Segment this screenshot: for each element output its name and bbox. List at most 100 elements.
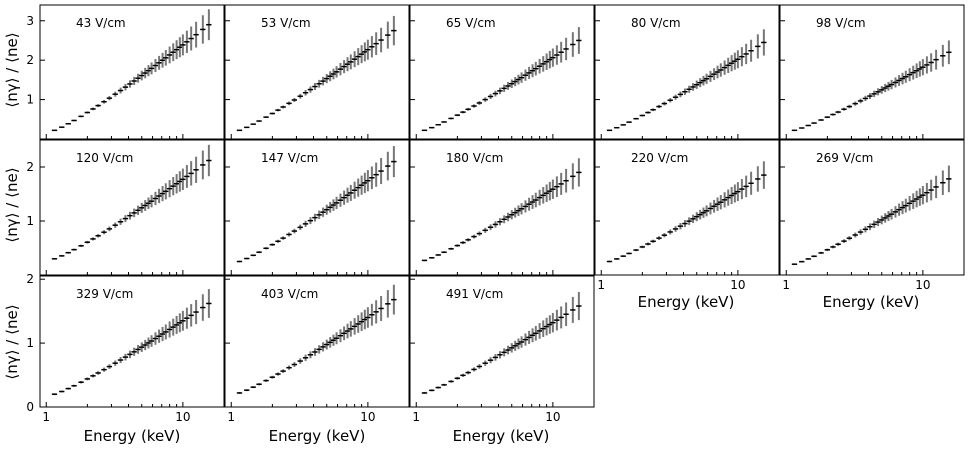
data-point bbox=[501, 215, 507, 224]
data-point bbox=[166, 46, 173, 64]
x-tick-label: 1 bbox=[782, 278, 790, 292]
data-point bbox=[718, 195, 724, 210]
data-point bbox=[127, 80, 133, 88]
data-point bbox=[656, 236, 662, 240]
x-tick-label: 10 bbox=[915, 278, 930, 292]
data-point bbox=[540, 320, 546, 338]
data-point bbox=[373, 162, 379, 187]
data-point bbox=[316, 79, 322, 88]
data-point bbox=[84, 111, 90, 114]
data-point bbox=[518, 203, 525, 215]
data-point bbox=[106, 226, 113, 232]
data-point bbox=[711, 199, 717, 213]
panel-2: 53 V/cm bbox=[224, 4, 410, 140]
data-point bbox=[122, 215, 129, 223]
data-point bbox=[275, 108, 281, 112]
data-point bbox=[882, 83, 888, 93]
data-point bbox=[101, 367, 107, 372]
data-point bbox=[509, 343, 515, 353]
data-point bbox=[512, 207, 518, 218]
data-point bbox=[117, 87, 124, 94]
data-point bbox=[256, 251, 262, 254]
data-point bbox=[714, 65, 721, 79]
data-point bbox=[163, 183, 169, 200]
data-point bbox=[633, 117, 639, 120]
data-point bbox=[482, 360, 488, 366]
panel-frame bbox=[39, 275, 225, 408]
data-point bbox=[327, 337, 333, 348]
data-point bbox=[928, 179, 934, 201]
data-point bbox=[711, 68, 717, 81]
data-point bbox=[139, 202, 145, 213]
data-point bbox=[558, 172, 564, 195]
x-axis-label-col-5: Energy (keV) bbox=[823, 293, 920, 311]
data-point bbox=[297, 224, 303, 231]
data-point bbox=[348, 321, 354, 337]
data-point bbox=[933, 49, 939, 70]
data-point bbox=[101, 230, 107, 235]
data-point bbox=[173, 174, 180, 194]
data-point bbox=[735, 182, 741, 202]
y-axis-label-row-2: ⟨nγ⟩ / ⟨ne⟩ bbox=[3, 167, 21, 242]
data-point bbox=[862, 226, 869, 233]
data-point bbox=[78, 115, 84, 118]
data-point bbox=[330, 334, 337, 346]
data-point bbox=[515, 338, 522, 350]
panel-frame bbox=[39, 4, 225, 140]
data-point bbox=[913, 63, 920, 79]
data-point bbox=[656, 104, 662, 109]
data-point bbox=[707, 70, 714, 82]
data-point bbox=[448, 117, 454, 120]
data-point bbox=[280, 236, 286, 240]
data-point bbox=[791, 263, 798, 266]
data-point bbox=[570, 32, 576, 57]
data-point bbox=[505, 82, 511, 90]
data-point bbox=[142, 67, 148, 79]
data-point bbox=[163, 324, 169, 340]
data-point bbox=[206, 9, 212, 41]
data-point bbox=[263, 247, 269, 250]
data-point bbox=[570, 296, 576, 323]
data-point bbox=[482, 227, 488, 233]
data-point bbox=[471, 104, 477, 108]
data-point bbox=[536, 58, 543, 74]
data-point bbox=[761, 29, 767, 56]
data-point bbox=[71, 119, 77, 122]
data-point bbox=[906, 195, 913, 211]
data-point bbox=[460, 241, 466, 245]
data-point bbox=[811, 122, 817, 124]
panel-5: 98 V/cm bbox=[779, 4, 965, 140]
data-point bbox=[650, 239, 656, 243]
data-point bbox=[526, 66, 532, 79]
data-point bbox=[721, 192, 728, 208]
data-point bbox=[558, 41, 564, 63]
data-point bbox=[135, 73, 141, 83]
data-point bbox=[536, 323, 543, 339]
data-point bbox=[112, 222, 118, 228]
data-point bbox=[661, 101, 668, 106]
data-point bbox=[90, 374, 96, 378]
data-point bbox=[337, 63, 344, 76]
data-point bbox=[391, 284, 397, 315]
data-point bbox=[297, 358, 303, 364]
data-point bbox=[337, 193, 344, 207]
data-point bbox=[385, 151, 391, 181]
data-point bbox=[166, 321, 173, 338]
data-point bbox=[910, 193, 916, 209]
data-point bbox=[71, 248, 77, 251]
data-point bbox=[885, 211, 892, 222]
data-point bbox=[818, 119, 824, 121]
data-point bbox=[365, 39, 371, 60]
data-point bbox=[188, 161, 194, 186]
data-point bbox=[152, 332, 159, 345]
data-point bbox=[910, 65, 916, 80]
data-point bbox=[526, 197, 532, 211]
data-point bbox=[677, 91, 684, 98]
data-point bbox=[59, 126, 65, 128]
data-point bbox=[857, 229, 864, 235]
data-point bbox=[148, 195, 155, 208]
data-point bbox=[497, 218, 503, 226]
data-point bbox=[250, 254, 256, 257]
data-point bbox=[327, 201, 333, 213]
data-point bbox=[920, 186, 926, 205]
